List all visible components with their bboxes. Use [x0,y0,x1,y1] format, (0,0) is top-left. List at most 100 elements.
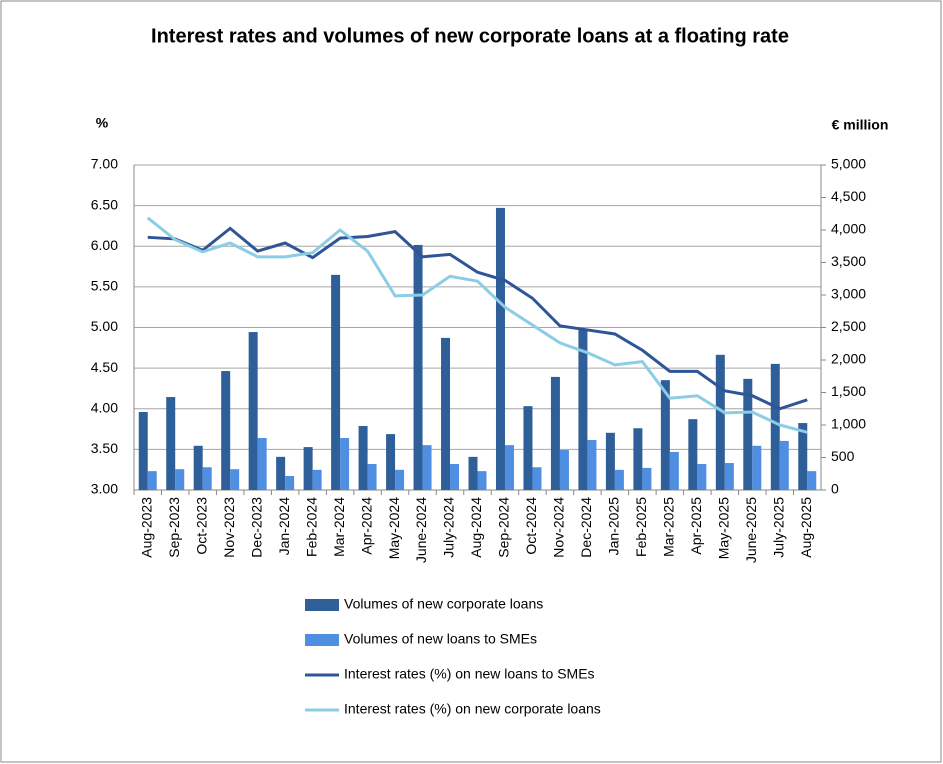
bar [688,419,698,490]
bar [312,469,322,490]
bar [468,456,478,490]
x-tick-label: Apr-2024 [358,497,374,555]
x-tick-label: Sep-2024 [496,497,512,558]
legend-label: Interest rates (%) on new loans to SMEs [344,666,595,682]
bar [276,456,286,490]
bar [587,439,597,490]
x-tick-label: Mar-2024 [331,497,347,557]
line [146,216,808,434]
bar [550,376,560,490]
bar [147,471,157,490]
legend-swatch [305,634,339,646]
bar [642,467,652,490]
bar [413,244,423,490]
y-tick-label: 3.00 [91,481,118,497]
x-tick-label: Nov-2024 [551,497,567,558]
x-tick-label: May-2024 [386,497,402,559]
bar [770,363,780,490]
y2-tick-label: 1,500 [831,383,866,399]
y2-tick-label: 2,500 [831,318,866,334]
bar [202,467,212,490]
bar [532,467,542,490]
x-tick-label: Dec-2024 [578,497,594,558]
bar [715,354,725,490]
legend-label: Volumes of new corporate loans [344,596,543,612]
bar [669,451,679,490]
y2-tick-label: 3,500 [831,253,866,269]
bar [798,423,808,490]
x-tick-label: Nov-2023 [221,497,237,558]
y2-tick-label: 4,500 [831,188,866,204]
y-tick-label: 4.00 [91,399,118,415]
bar [257,438,267,490]
x-tick-label: Dec-2023 [248,497,264,558]
bar [193,445,203,490]
chart-title: Interest rates and volumes of new corpor… [151,25,789,47]
y2-tick-label: 500 [831,448,855,464]
bar [578,328,588,490]
x-tick-label: Feb-2024 [303,497,319,557]
y2-axis-label: € million [832,117,889,133]
bar [303,447,313,490]
bar [477,471,487,490]
bar [779,440,789,490]
y2-tick-label: 5,000 [831,156,866,172]
bar [340,438,350,490]
y-tick-label: 7.00 [91,156,118,172]
y-axis-label: % [96,115,109,131]
bar [752,445,762,490]
legend-label: Interest rates (%) on new corporate loan… [344,701,601,717]
bar [523,406,533,490]
x-tick-label: May-2025 [716,497,732,559]
bar [422,445,432,490]
bar [166,397,176,490]
bar [807,471,817,490]
bar [559,450,569,490]
x-tick-label: Mar-2025 [661,497,677,557]
bar [605,432,615,490]
x-tick-label: July-2024 [441,497,457,558]
bar [495,207,505,490]
x-tick-label: Jan-2024 [276,497,292,556]
y-tick-label: 4.50 [91,359,118,375]
x-tick-label: July-2025 [770,497,786,558]
bar [367,464,377,490]
y2-tick-label: 2,000 [831,351,866,367]
bar [331,274,341,490]
x-tick-label: June-2024 [413,497,429,563]
x-tick-label: June-2025 [743,497,759,563]
x-tick-label: Sep-2023 [166,497,182,558]
bar [248,332,258,490]
y2-tick-label: 4,000 [831,221,866,237]
y-tick-label: 5.50 [91,278,118,294]
y-tick-label: 6.50 [91,196,118,212]
y2-tick-label: 0 [831,481,839,497]
y-tick-label: 5.00 [91,318,118,334]
bar [230,469,240,490]
bar [743,378,753,490]
x-tick-label: Feb-2025 [633,497,649,557]
y2-tick-label: 1,000 [831,416,866,432]
bar [395,469,405,490]
y-tick-label: 3.50 [91,440,118,456]
bar [221,371,231,490]
bar [450,464,460,490]
bar [285,476,295,490]
bar [386,434,396,490]
x-tick-label: Apr-2025 [688,497,704,555]
bar [138,412,148,490]
bar [441,337,451,490]
bar [614,469,624,490]
bar [358,425,368,490]
bar [504,445,514,490]
bar [175,469,185,490]
x-tick-label: Oct-2024 [523,497,539,555]
x-tick-label: Aug-2024 [468,497,484,558]
bar [697,464,707,490]
bar [633,428,643,490]
x-tick-label: Jan-2025 [606,497,622,556]
x-tick-label: Aug-2023 [138,497,154,558]
bar [724,463,734,490]
x-tick-label: Aug-2025 [798,497,814,558]
